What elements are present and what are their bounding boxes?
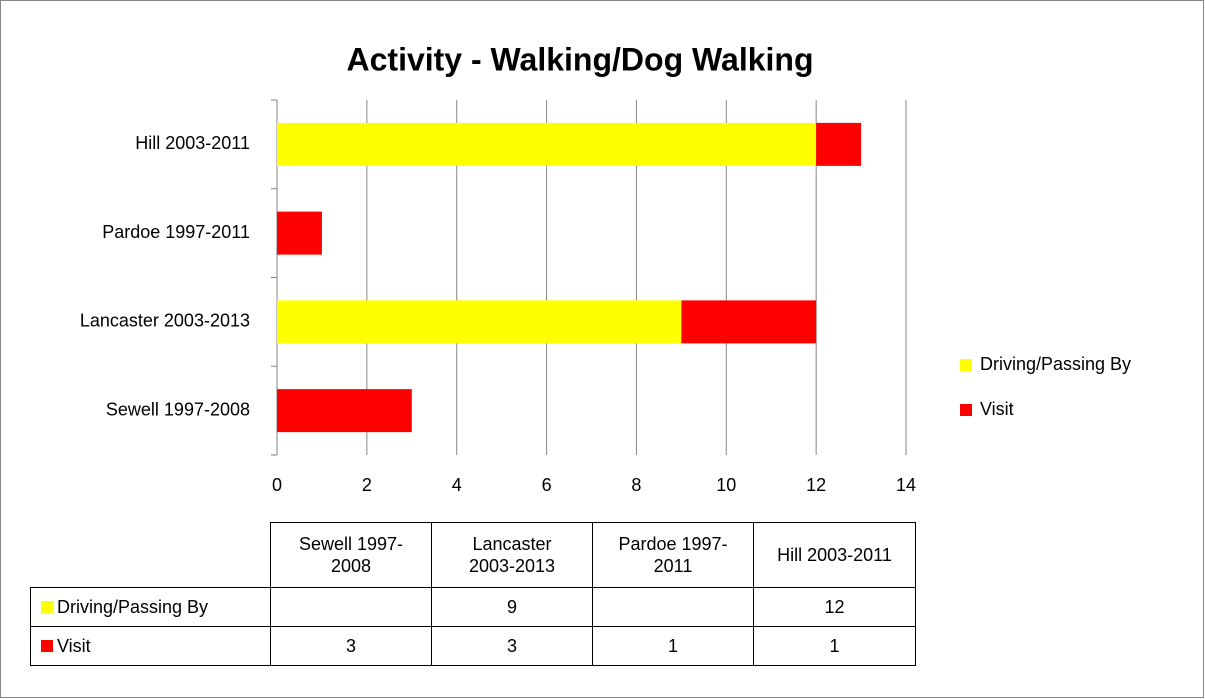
table-value: 9 — [431, 587, 593, 627]
table-row: Driving/Passing By 9 12 — [30, 587, 916, 627]
x-tick-label: 12 — [806, 475, 826, 495]
x-tick-label: 10 — [716, 475, 736, 495]
bar — [277, 122, 817, 166]
table-value: 1 — [753, 626, 916, 666]
table-value: 3 — [431, 626, 593, 666]
table-corner — [31, 523, 271, 588]
legend-label: Driving/Passing By — [980, 354, 1131, 374]
y-tick-label: Lancaster 2003-2013 — [80, 311, 250, 331]
bar — [277, 389, 412, 433]
legend-label: Visit — [980, 399, 1014, 419]
bar — [277, 300, 682, 344]
table-header-row: Sewell 1997-2008 Lancaster 2003-2013 Pardo… — [31, 522, 916, 588]
y-tick-label: Pardoe 1997-2011 — [102, 222, 250, 242]
table-series-name: Driving/Passing By — [30, 587, 271, 627]
y-tick-label: Hill 2003-2011 — [135, 133, 250, 153]
table-value — [270, 587, 432, 627]
bar — [816, 122, 862, 166]
data-table: Sewell 1997-2008 Lancaster 2003-2013 Pardo… — [30, 522, 916, 666]
x-tick-label: 8 — [631, 475, 641, 495]
x-tick-label: 14 — [896, 475, 916, 495]
x-tick-label: 4 — [452, 475, 462, 495]
x-tick-label: 2 — [362, 475, 372, 495]
table-value: 1 — [592, 626, 754, 666]
table-header: Pardoe 1997-2011 — [592, 522, 754, 588]
x-tick-label: 6 — [542, 475, 552, 495]
table-row: Visit 3 3 1 1 — [30, 626, 916, 666]
chart-title: Activity - Walking/Dog Walking — [347, 41, 814, 77]
table-header: Sewell 1997-2008 — [270, 522, 432, 588]
legend-key — [960, 359, 972, 371]
table-value: 3 — [270, 626, 432, 666]
table-legend-key — [41, 640, 53, 652]
table-value — [592, 587, 754, 627]
table-series-label: Driving/Passing By — [57, 597, 209, 617]
y-tick-label: Sewell 1997-2008 — [106, 399, 250, 419]
table-header: Hill 2003-2011 — [753, 522, 916, 588]
x-tick-label: 0 — [272, 475, 282, 495]
bar — [277, 211, 322, 255]
table-series-name: Visit — [30, 626, 271, 666]
bar — [681, 300, 817, 344]
table-header: Lancaster 2003-2013 — [431, 522, 593, 588]
table-legend-key — [41, 601, 53, 613]
table-value: 12 — [753, 587, 916, 627]
table-series-label: Visit — [57, 636, 91, 656]
legend-key — [960, 404, 972, 416]
